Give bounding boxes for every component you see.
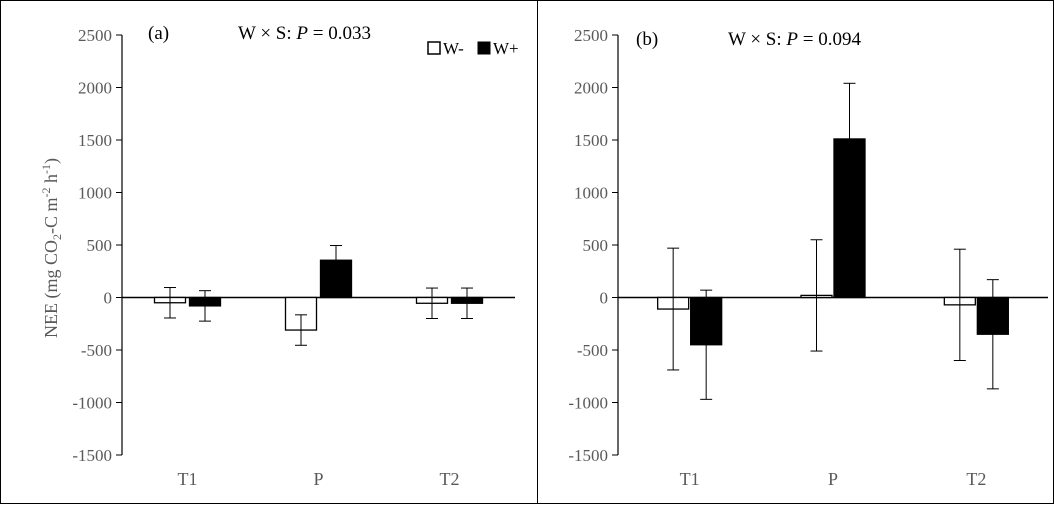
panel-a-category-label: P bbox=[313, 469, 323, 489]
panel-a-y-tick-label: 0 bbox=[104, 289, 113, 308]
panel-b-y-tick-label: 1000 bbox=[574, 184, 608, 203]
panel-a-border bbox=[0, 0, 538, 504]
panel-a-category-label: T2 bbox=[440, 469, 460, 489]
panel-b-category-label: P bbox=[828, 469, 838, 489]
legend-swatch-w-minus bbox=[427, 41, 441, 55]
panel-a-y-tick-label: 500 bbox=[87, 236, 113, 255]
panel-a-y-tick-label: -1000 bbox=[72, 394, 112, 413]
panel-b-category-label: T1 bbox=[680, 469, 700, 489]
panel-b-y-tick-label: -1000 bbox=[568, 394, 608, 413]
legend: W- W+ bbox=[427, 39, 519, 58]
panel-b-category-label: T2 bbox=[966, 469, 986, 489]
y-axis-label: NEE (mg CO2-C m-2 h-1) bbox=[39, 158, 64, 338]
panel-a-y-tick-label: 2500 bbox=[78, 26, 112, 45]
legend-swatch-w-plus bbox=[477, 41, 491, 55]
legend-label-w-minus: W- bbox=[443, 39, 464, 58]
panel-b-y-tick-label: 500 bbox=[583, 236, 609, 255]
legend-label-w-plus: W+ bbox=[493, 39, 519, 58]
panel-a-y-tick-label: 1500 bbox=[78, 131, 112, 150]
panel-b-y-tick-label: 2500 bbox=[574, 26, 608, 45]
panel-a-y-tick-label: 2000 bbox=[78, 79, 112, 98]
panel-a-category-label: T1 bbox=[178, 469, 198, 489]
panel-b-y-tick-label: 2000 bbox=[574, 79, 608, 98]
panel-a-label: (a) bbox=[148, 23, 169, 44]
panel-b-y-tick-label: 0 bbox=[600, 289, 609, 308]
panel-a-y-tick-label: -1500 bbox=[72, 446, 112, 465]
panel-b-y-tick-label: -1500 bbox=[568, 446, 608, 465]
panel-b-border bbox=[537, 0, 1054, 504]
panel-a-annotation: W × S: P = 0.033 bbox=[238, 23, 371, 44]
panel-b-y-tick-label: 1500 bbox=[574, 131, 608, 150]
chart-marks: 2500 2000 1500 1000 500 0 -500 -1000 -1500 T1 P T2 2… bbox=[72, 26, 1048, 489]
panel-a-y-tick-label: -500 bbox=[81, 341, 112, 360]
panel-a-y-tick-label: 1000 bbox=[78, 184, 112, 203]
panel-b-label: (b) bbox=[636, 29, 658, 50]
panel-b-y-tick-label: -500 bbox=[577, 341, 608, 360]
panel-b-annotation: W × S: P = 0.094 bbox=[728, 29, 861, 50]
